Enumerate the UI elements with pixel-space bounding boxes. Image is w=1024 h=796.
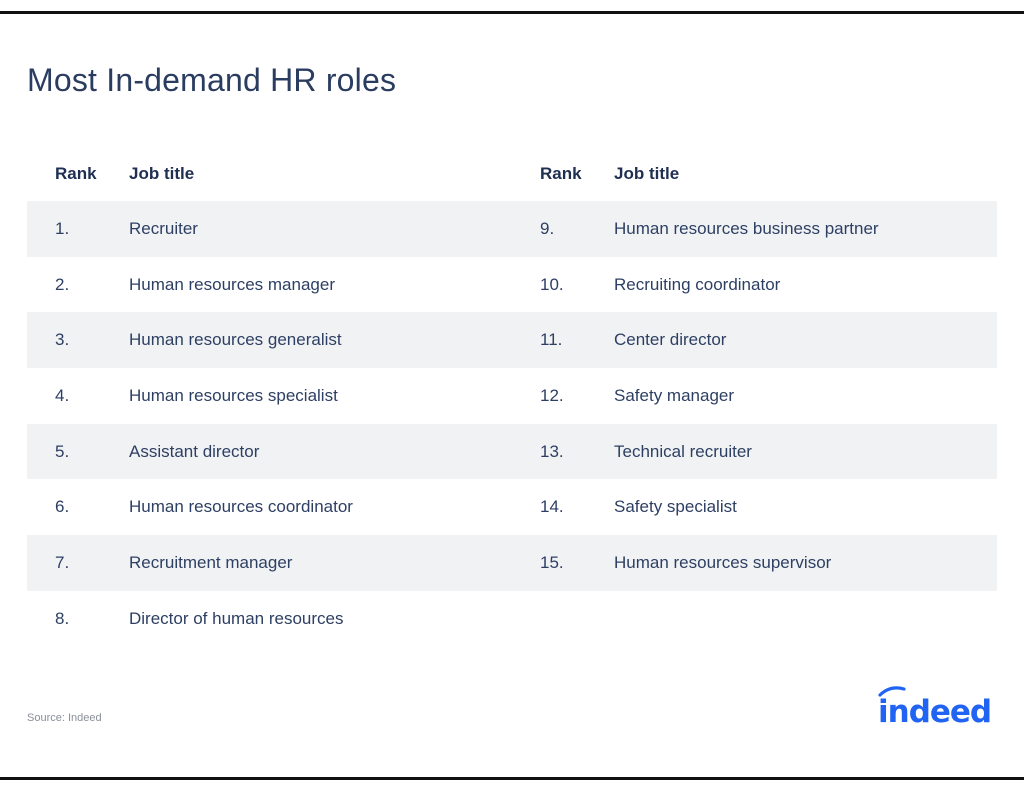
table-row: 4. Human resources specialist 12. Safety…	[27, 368, 997, 424]
source-note: Source: Indeed	[27, 712, 102, 724]
table-row: 8. Director of human resources	[27, 591, 997, 647]
top-rule	[0, 11, 1024, 14]
job-title-header-right: Job title	[614, 163, 680, 183]
rank-cell: 7.	[55, 552, 70, 572]
rank-cell: 5.	[55, 441, 70, 461]
rank-cell: 9.	[540, 218, 555, 238]
rank-cell: 11.	[540, 330, 563, 350]
rank-cell: 3.	[55, 330, 70, 350]
rank-header-right: Rank	[540, 163, 582, 183]
job-title-cell: Safety specialist	[614, 497, 737, 517]
job-title-cell: Human resources business partner	[614, 218, 879, 238]
rank-cell: 2.	[55, 274, 70, 294]
job-title-cell: Human resources manager	[129, 274, 335, 294]
rank-cell: 12.	[540, 385, 564, 405]
job-title-cell: Human resources generalist	[129, 330, 342, 350]
job-title-cell: Human resources supervisor	[614, 552, 832, 572]
table-row: 7. Recruitment manager 15. Human resourc…	[27, 535, 997, 591]
rank-cell: 6.	[55, 497, 70, 517]
indeed-logo-text: indeed	[878, 694, 991, 730]
rank-cell: 10.	[540, 274, 564, 294]
indeed-logo: indeed	[878, 686, 992, 730]
job-title-cell: Human resources specialist	[129, 385, 338, 405]
rank-cell: 4.	[55, 385, 70, 405]
table-row: 3. Human resources generalist 11. Center…	[27, 312, 997, 369]
job-title-cell: Recruitment manager	[129, 552, 293, 572]
job-title-cell: Technical recruiter	[614, 441, 752, 461]
table-row: 1. Recruiter 9. Human resources business…	[27, 201, 997, 257]
roles-table: Rank Job title Rank Job title 1. Recruit…	[27, 146, 997, 647]
table-header-row: Rank Job title Rank Job title	[27, 146, 997, 201]
bottom-rule	[0, 777, 1024, 780]
page-title: Most In-demand HR roles	[27, 62, 397, 98]
rank-cell: 15.	[540, 552, 564, 572]
job-title-header-left: Job title	[129, 163, 195, 183]
rank-cell: 14.	[540, 497, 564, 517]
table-row: 6. Human resources coordinator 14. Safet…	[27, 479, 997, 535]
rank-cell: 8.	[55, 608, 70, 628]
rank-cell: 1.	[55, 218, 70, 238]
job-title-cell: Assistant director	[129, 441, 260, 461]
job-title-cell: Safety manager	[614, 385, 735, 405]
job-title-cell: Center director	[614, 330, 727, 350]
rank-header-left: Rank	[55, 163, 97, 183]
table-row: 5. Assistant director 13. Technical recr…	[27, 423, 997, 480]
job-title-cell: Director of human resources	[129, 608, 344, 628]
job-title-cell: Recruiter	[129, 218, 198, 238]
rank-cell: 13.	[540, 441, 564, 461]
table-row: 2. Human resources manager 10. Recruitin…	[27, 257, 997, 313]
job-title-cell: Human resources coordinator	[129, 497, 353, 517]
job-title-cell: Recruiting coordinator	[614, 274, 781, 294]
